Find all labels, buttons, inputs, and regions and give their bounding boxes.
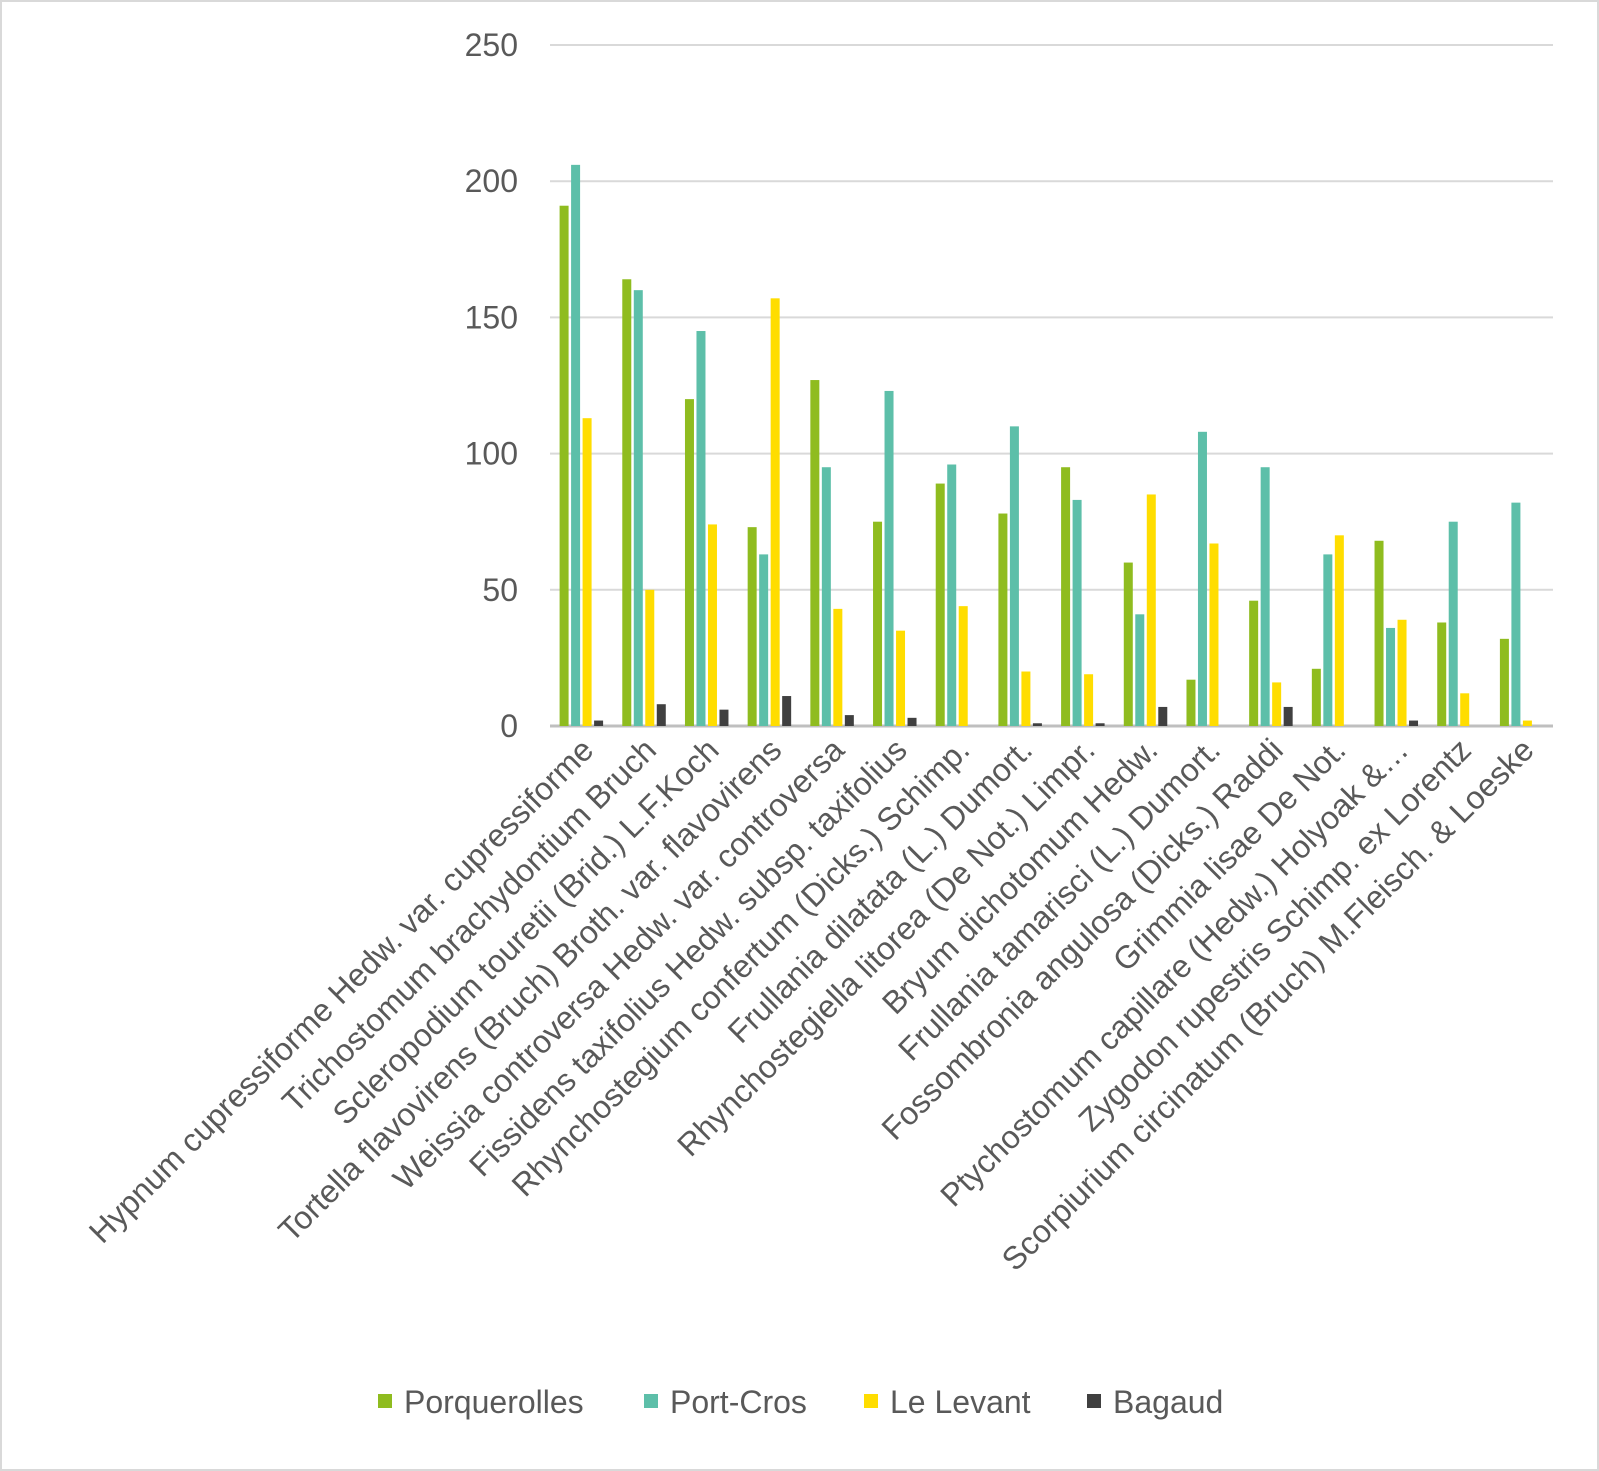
bar-bagaud xyxy=(1283,706,1293,726)
bar-le-levant xyxy=(1334,535,1344,726)
y-tick-label: 150 xyxy=(465,299,518,335)
bar-le-levant xyxy=(582,418,592,726)
bar-porquerolles xyxy=(747,527,757,726)
bar-le-levant xyxy=(1272,682,1282,726)
bar-le-levant xyxy=(645,589,655,726)
bar-bagaud xyxy=(1409,720,1419,726)
bar-porquerolles xyxy=(1374,540,1384,726)
legend-swatch xyxy=(644,1394,658,1408)
bar-bagaud xyxy=(844,715,854,726)
bar-le-levant xyxy=(896,630,906,726)
bar-porquerolles xyxy=(622,279,632,726)
bar-porquerolles xyxy=(1186,679,1196,726)
legend-label: Porquerolles xyxy=(404,1384,584,1420)
bar-le-levant xyxy=(1146,494,1156,726)
bar-porquerolles xyxy=(1437,622,1447,726)
bar-porquerolles xyxy=(559,205,569,726)
bar-port-cros xyxy=(1511,502,1521,726)
bar-bagaud xyxy=(1032,723,1042,726)
bar-bagaud xyxy=(719,709,729,726)
bar-le-levant xyxy=(1397,619,1407,726)
legend-label: Bagaud xyxy=(1113,1384,1223,1420)
y-tick-label: 200 xyxy=(465,163,518,199)
bar-port-cros xyxy=(759,554,769,726)
bar-port-cros xyxy=(884,390,894,726)
bar-port-cros xyxy=(1072,499,1082,726)
bar-le-levant xyxy=(707,524,717,726)
bar-port-cros xyxy=(1448,521,1458,726)
bar-porquerolles xyxy=(935,483,945,726)
legend: Porquerolles Port-Cros Le Levant Bagaud xyxy=(378,1384,1223,1420)
bar-bagaud xyxy=(782,696,792,726)
bar-porquerolles xyxy=(1123,562,1133,726)
bar-le-levant xyxy=(1021,671,1031,726)
bar-port-cros xyxy=(1260,467,1270,726)
bar-le-levant xyxy=(1460,693,1470,726)
bar-porquerolles xyxy=(998,513,1008,726)
legend-swatch xyxy=(864,1394,878,1408)
bar-bagaud xyxy=(907,717,917,726)
bar-porquerolles xyxy=(1061,467,1071,726)
bar-le-levant xyxy=(770,298,780,726)
gridlines xyxy=(550,44,1553,728)
bar-porquerolles xyxy=(810,380,820,726)
bar-port-cros xyxy=(571,164,581,726)
y-tick-label: 0 xyxy=(500,708,518,744)
bar-le-levant xyxy=(1209,543,1219,726)
bar-port-cros xyxy=(947,464,957,726)
y-tick-label: 50 xyxy=(482,572,518,608)
bar-bagaud xyxy=(1158,706,1168,726)
legend-label: Port-Cros xyxy=(670,1384,807,1420)
legend-swatch xyxy=(378,1394,392,1408)
bar-port-cros xyxy=(696,331,706,726)
y-tick-label: 250 xyxy=(465,27,518,63)
bar-porquerolles xyxy=(1499,638,1509,726)
bars xyxy=(559,164,1532,726)
bar-porquerolles xyxy=(873,521,883,726)
bar-port-cros xyxy=(1197,431,1207,726)
bar-bagaud xyxy=(594,720,604,726)
bar-port-cros xyxy=(633,290,643,726)
bar-port-cros xyxy=(821,467,831,726)
bar-le-levant xyxy=(1084,674,1094,726)
y-tick-label: 100 xyxy=(465,436,518,472)
bar-porquerolles xyxy=(684,399,694,726)
bar-bagaud xyxy=(1095,723,1105,726)
bar-le-levant xyxy=(958,606,968,726)
bar-bagaud xyxy=(656,704,666,726)
bar-porquerolles xyxy=(1249,600,1259,726)
x-axis-labels: Hypnum cupressiforme Hedw. var. cupressi… xyxy=(82,731,1541,1277)
bar-porquerolles xyxy=(1311,668,1321,726)
bar-le-levant xyxy=(833,608,843,726)
legend-label: Le Levant xyxy=(890,1384,1031,1420)
legend-swatch xyxy=(1087,1394,1101,1408)
bar-le-levant xyxy=(1522,720,1532,726)
bar-port-cros xyxy=(1135,614,1145,726)
y-axis-ticks: 0 50 100 150 200 250 xyxy=(465,27,518,744)
bar-port-cros xyxy=(1009,426,1019,726)
bar-port-cros xyxy=(1323,554,1333,726)
bar-port-cros xyxy=(1386,627,1396,726)
